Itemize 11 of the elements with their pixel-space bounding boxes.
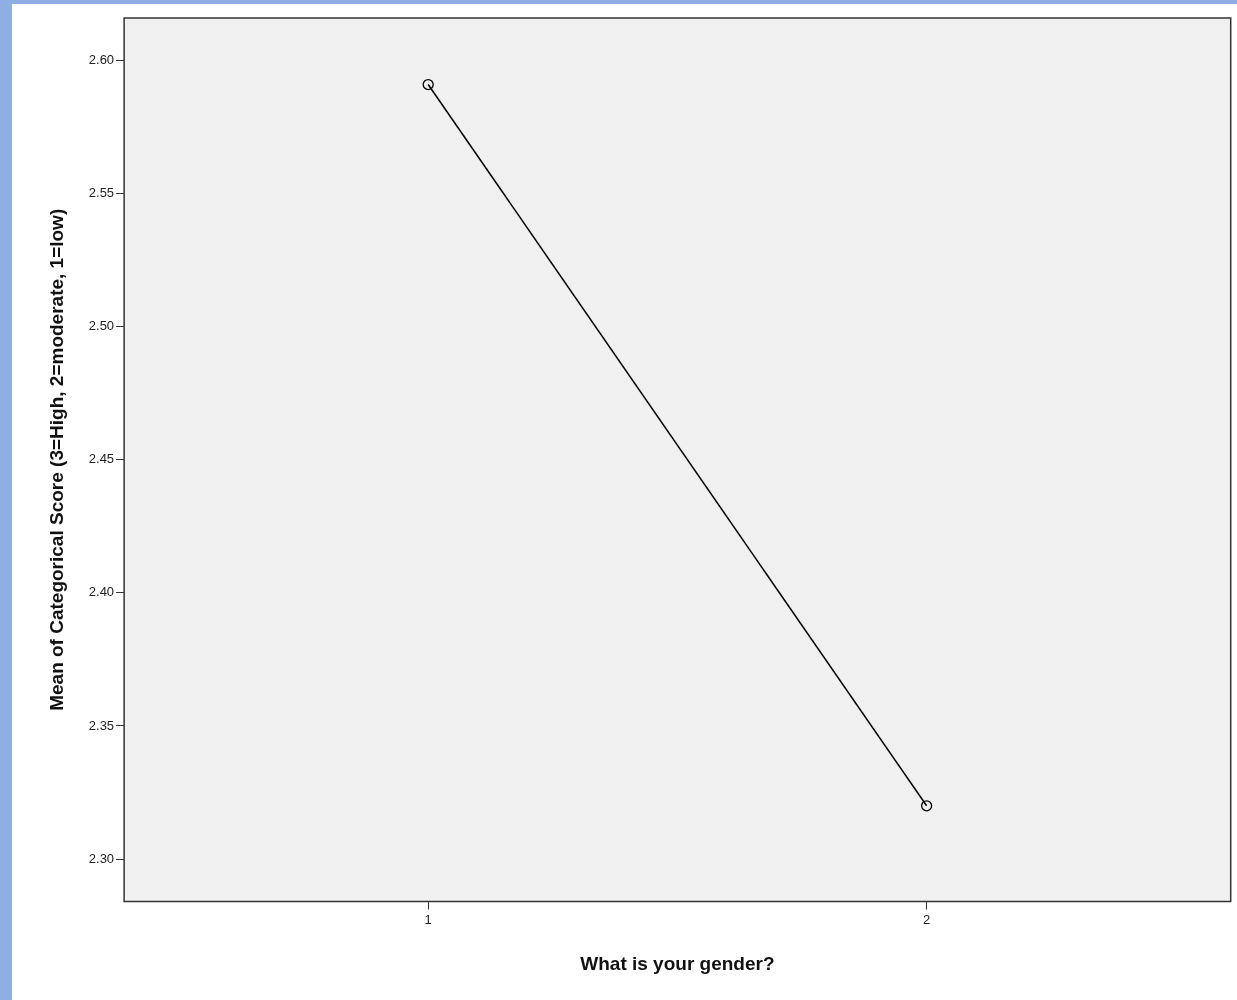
x-tick-label: 2	[923, 911, 931, 927]
y-axis-title: Mean of Categorical Score (3=High, 2=moderate, 1=low)	[45, 208, 67, 711]
y-tick-label: 2.35	[88, 717, 115, 733]
y-tick-label: 2.30	[88, 850, 115, 866]
y-tick-label: 2.40	[88, 584, 115, 600]
x-tick-label: 1	[424, 911, 432, 927]
y-tick-label: 2.60	[88, 52, 115, 68]
y-tick-label: 2.45	[88, 451, 115, 467]
y-tick-label: 2.55	[88, 185, 115, 201]
y-tick-label: 2.50	[88, 318, 115, 334]
x-axis-title: What is your gender?	[580, 952, 775, 974]
